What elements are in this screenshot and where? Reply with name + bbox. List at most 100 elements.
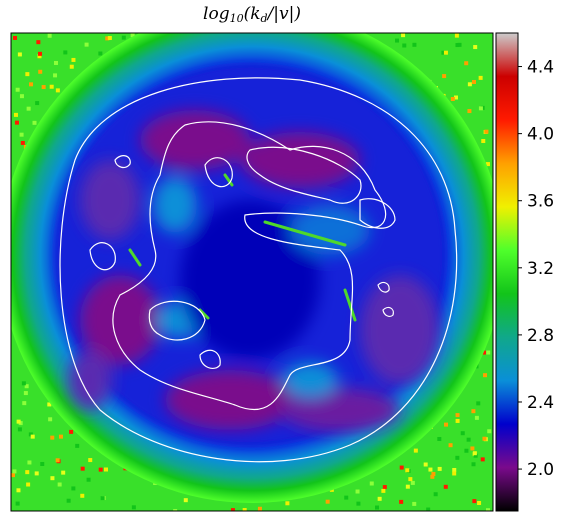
heatmap-speckle-cell xyxy=(40,461,45,466)
heatmap-patch xyxy=(240,132,360,188)
contour-line xyxy=(377,281,390,293)
heatmap-speckle-cell xyxy=(467,82,472,87)
heatmap-speckle-cell xyxy=(433,492,438,497)
heatmap-speckle-cell xyxy=(481,138,486,143)
heatmap-speckle-cell xyxy=(61,470,66,475)
heatmap-speckle-cell xyxy=(450,96,455,101)
heatmap-speckle-cell xyxy=(486,508,491,511)
heatmap-speckle-cell xyxy=(25,470,30,475)
heatmap-speckle-cell xyxy=(399,465,404,470)
heatmap-speckle-cell xyxy=(86,477,91,482)
heatmap-speckle-cell xyxy=(50,476,55,481)
heatmap-speckle-cell xyxy=(20,140,25,145)
heatmap-speckle-cell xyxy=(183,498,188,503)
heatmap-speckle-cell xyxy=(49,84,54,89)
heatmap-speckle-cell xyxy=(230,508,235,511)
heatmap-speckle-cell xyxy=(472,499,477,504)
heatmap-speckle-cell xyxy=(437,436,442,441)
heatmap-speckle-cell xyxy=(53,73,58,78)
heatmap-speckle-cell xyxy=(405,484,410,489)
heatmap-speckle-cell xyxy=(105,36,110,41)
heatmap-speckle-cell xyxy=(50,435,55,440)
heatmap-speckle-cell xyxy=(88,458,93,463)
heatmap-speckle-cell xyxy=(36,40,41,45)
heatmap-speckle-cell xyxy=(41,85,46,90)
heatmap-speckle-cell xyxy=(442,74,447,79)
heatmap-speckle-cell xyxy=(257,506,262,511)
heatmap-speckle-cell xyxy=(410,480,415,485)
heatmap-speckle-cell xyxy=(487,429,492,434)
contour-line xyxy=(112,121,387,411)
heatmap-streaks xyxy=(128,173,357,322)
heatmap-patches xyxy=(68,110,440,432)
heatmap-streak xyxy=(223,173,234,187)
contour-line xyxy=(382,306,394,317)
colorbar-tick-label: 4.4 xyxy=(527,58,554,78)
heatmap-speckle-cell xyxy=(485,162,490,167)
heatmap-speckle-cell xyxy=(69,64,74,69)
contour-line xyxy=(359,198,396,229)
heatmap-speckle-cell xyxy=(405,468,410,473)
heatmap-speckle-cell xyxy=(18,421,23,426)
heatmap-speckle-cell xyxy=(377,496,382,501)
heatmap-speckle-cell xyxy=(38,51,43,56)
heatmap-speckle-cell xyxy=(285,501,290,506)
colorbar-tick-label: 4.0 xyxy=(527,125,554,145)
heatmap-speckle-cell xyxy=(402,43,407,48)
heatmap-speckle-cell xyxy=(452,471,457,476)
heatmap-speckle-cell xyxy=(47,33,52,38)
contour-line xyxy=(148,300,206,341)
heatmap-speckle-cell xyxy=(395,38,400,43)
contour-line xyxy=(114,155,131,169)
heatmap-contours xyxy=(59,77,458,463)
colorbar xyxy=(495,32,519,512)
heatmap-patch xyxy=(140,110,250,170)
heatmap-speckle-cell xyxy=(477,500,482,505)
heatmap-patch xyxy=(360,275,440,385)
heatmap-speckle-cell xyxy=(23,391,28,396)
colorbar-ticks: 2.0 2.4 2.8 3.2 3.6 4.0 4.4 xyxy=(518,58,554,480)
heatmap-speckle-cell xyxy=(28,432,33,437)
heatmap-speckle-cell xyxy=(130,33,135,38)
heatmap-speckle-cell xyxy=(22,401,27,406)
heatmap-speckle-cell xyxy=(32,120,37,125)
contour-line xyxy=(246,146,362,204)
heatmap-speckle-cell xyxy=(69,429,74,434)
contour-line xyxy=(199,349,221,369)
heatmap-speckle-cell xyxy=(375,505,380,510)
heatmap-speckle-cell xyxy=(430,474,435,479)
heatmap-speckle-cell xyxy=(63,50,68,55)
contour-line xyxy=(204,157,233,188)
heatmap-speckle-cell xyxy=(173,509,178,511)
heatmap-speckle-cell xyxy=(369,481,374,486)
heatmap-speckle-cell xyxy=(472,451,477,456)
heatmap-speckle-cell xyxy=(443,50,448,55)
contour-line xyxy=(89,242,116,271)
heatmap-streak xyxy=(343,288,357,322)
heatmap-speckle-cell xyxy=(486,350,491,355)
plot-frame xyxy=(10,32,494,512)
colorbar-tick-label: 3.2 xyxy=(527,259,554,279)
heatmap-speckle-cell xyxy=(100,496,105,501)
heatmap-speckle-cell xyxy=(66,498,71,503)
heatmap-speckle-cell xyxy=(454,33,459,38)
heatmap-speckle-cell xyxy=(444,422,449,427)
heatmap-speckle-cell xyxy=(26,482,31,487)
colorbar-tick-label: 2.8 xyxy=(527,326,554,346)
heatmap-patch xyxy=(80,275,160,365)
heatmap-speckle-cell xyxy=(12,469,17,474)
heatmap-plot xyxy=(11,33,493,511)
heatmap-speckle-cell xyxy=(47,402,52,407)
heatmap-speckle-cell xyxy=(14,120,19,125)
heatmap-speckle-cell xyxy=(448,443,453,448)
heatmap-speckle-cell xyxy=(455,455,460,460)
heatmap-speckle-cell xyxy=(21,381,26,386)
heatmap-speckle-cell xyxy=(27,460,32,465)
heatmap-speckle-cell xyxy=(55,458,60,463)
heatmap-speckle-cell xyxy=(455,413,460,418)
heatmap-speckle-cell xyxy=(98,51,103,56)
heatmap-speckle-cell xyxy=(55,88,60,93)
heatmap-speckle-cell xyxy=(408,477,413,482)
heatmap-speckle-cell xyxy=(356,501,361,506)
heatmap-patch xyxy=(290,205,370,255)
